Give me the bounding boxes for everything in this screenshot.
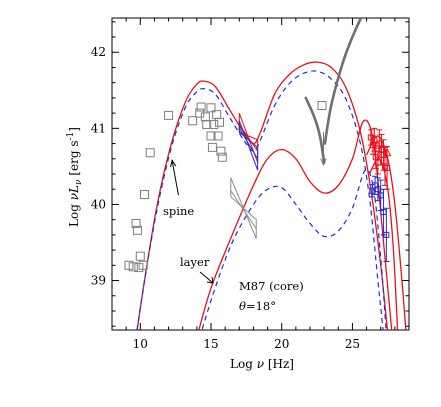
grey-square-point xyxy=(209,120,219,130)
data-markers xyxy=(124,101,392,273)
y-tick-label: 42 xyxy=(91,45,106,59)
bowtie-center-line xyxy=(230,190,257,230)
arrow-shaft xyxy=(171,160,179,196)
grey-square-point xyxy=(207,142,217,152)
grey-square-point xyxy=(217,152,227,162)
annotation-spine: spine xyxy=(163,204,194,218)
y-tick-label: 41 xyxy=(91,121,106,135)
bowtie-outline xyxy=(238,120,259,171)
bowtie-spectra xyxy=(230,112,259,239)
grey-square-point xyxy=(206,131,216,141)
grey-square-point xyxy=(213,131,223,141)
blue-data-point xyxy=(383,231,390,238)
grey-square-point xyxy=(196,102,206,112)
y-tick-label: 40 xyxy=(91,197,106,211)
grey-square-point xyxy=(188,116,198,126)
model-curve-dashed xyxy=(201,168,387,330)
grey-square-point xyxy=(128,262,138,272)
red-data-point xyxy=(374,159,381,166)
y-axis-label: Log νLν [erg s-1] xyxy=(66,127,84,227)
bowtie-center-line xyxy=(238,128,259,160)
model-curve-total xyxy=(365,135,407,330)
tick-labels: 10 15 20 25 39 40 41 42 xyxy=(91,45,360,351)
x-tick-label: 20 xyxy=(274,337,289,351)
grey-square-point xyxy=(202,120,212,130)
x-axis-label: Log ν [Hz] xyxy=(230,357,294,371)
y-tick-label: 39 xyxy=(91,274,106,288)
grey-square-point xyxy=(216,146,226,156)
arrow-head xyxy=(206,276,214,284)
grey-square-point xyxy=(138,260,148,270)
red-data-point xyxy=(380,151,387,158)
x-tick-label: 10 xyxy=(133,337,148,351)
arrow-head xyxy=(320,158,327,167)
annotation-source: M87 (core) xyxy=(239,279,304,293)
grey-square-point xyxy=(214,117,224,127)
grey-square-point xyxy=(145,148,155,158)
axis-ticks xyxy=(111,18,410,330)
grey-square-point xyxy=(131,218,141,228)
grey-square-point xyxy=(164,110,174,120)
bowtie-outline xyxy=(230,177,257,239)
model-curve-dashed xyxy=(136,70,384,330)
grey-constraint-curve xyxy=(304,96,326,164)
grey-square-point xyxy=(140,190,150,200)
grey-square-point xyxy=(135,251,145,261)
red-triangle-point xyxy=(382,147,392,157)
red-data-point xyxy=(384,164,391,171)
grey-square-point xyxy=(132,225,142,235)
arrow-head xyxy=(170,159,177,168)
red-triangle-point xyxy=(372,139,382,149)
model-curve-total xyxy=(136,61,389,330)
red-data-point xyxy=(371,136,378,143)
annotation-theta: θ=18° xyxy=(239,299,276,313)
grey-constraint-curve xyxy=(323,18,363,145)
grey-square-point xyxy=(317,101,327,111)
model-curve-total xyxy=(198,119,393,330)
x-tick-label: 15 xyxy=(203,337,218,351)
red-triangle-point xyxy=(377,143,387,153)
x-tick-label: 25 xyxy=(345,337,360,351)
annotation-arrows xyxy=(170,132,327,284)
arrow-shaft xyxy=(199,271,214,284)
grey-square-point xyxy=(206,103,216,113)
annotation-layer: layer xyxy=(180,255,210,269)
